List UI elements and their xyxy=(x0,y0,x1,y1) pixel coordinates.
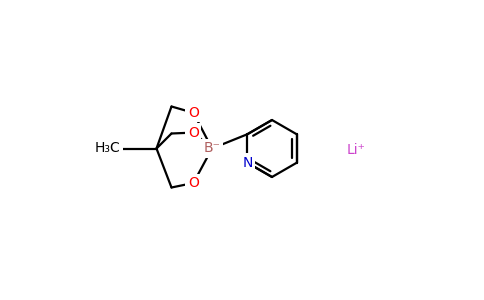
Text: O: O xyxy=(188,176,199,190)
Text: Li⁺: Li⁺ xyxy=(347,143,365,157)
Text: H₃C: H₃C xyxy=(95,142,121,155)
Text: N: N xyxy=(242,156,253,170)
Text: O: O xyxy=(188,126,199,140)
Text: B⁻: B⁻ xyxy=(203,142,221,155)
Text: O: O xyxy=(188,106,199,120)
